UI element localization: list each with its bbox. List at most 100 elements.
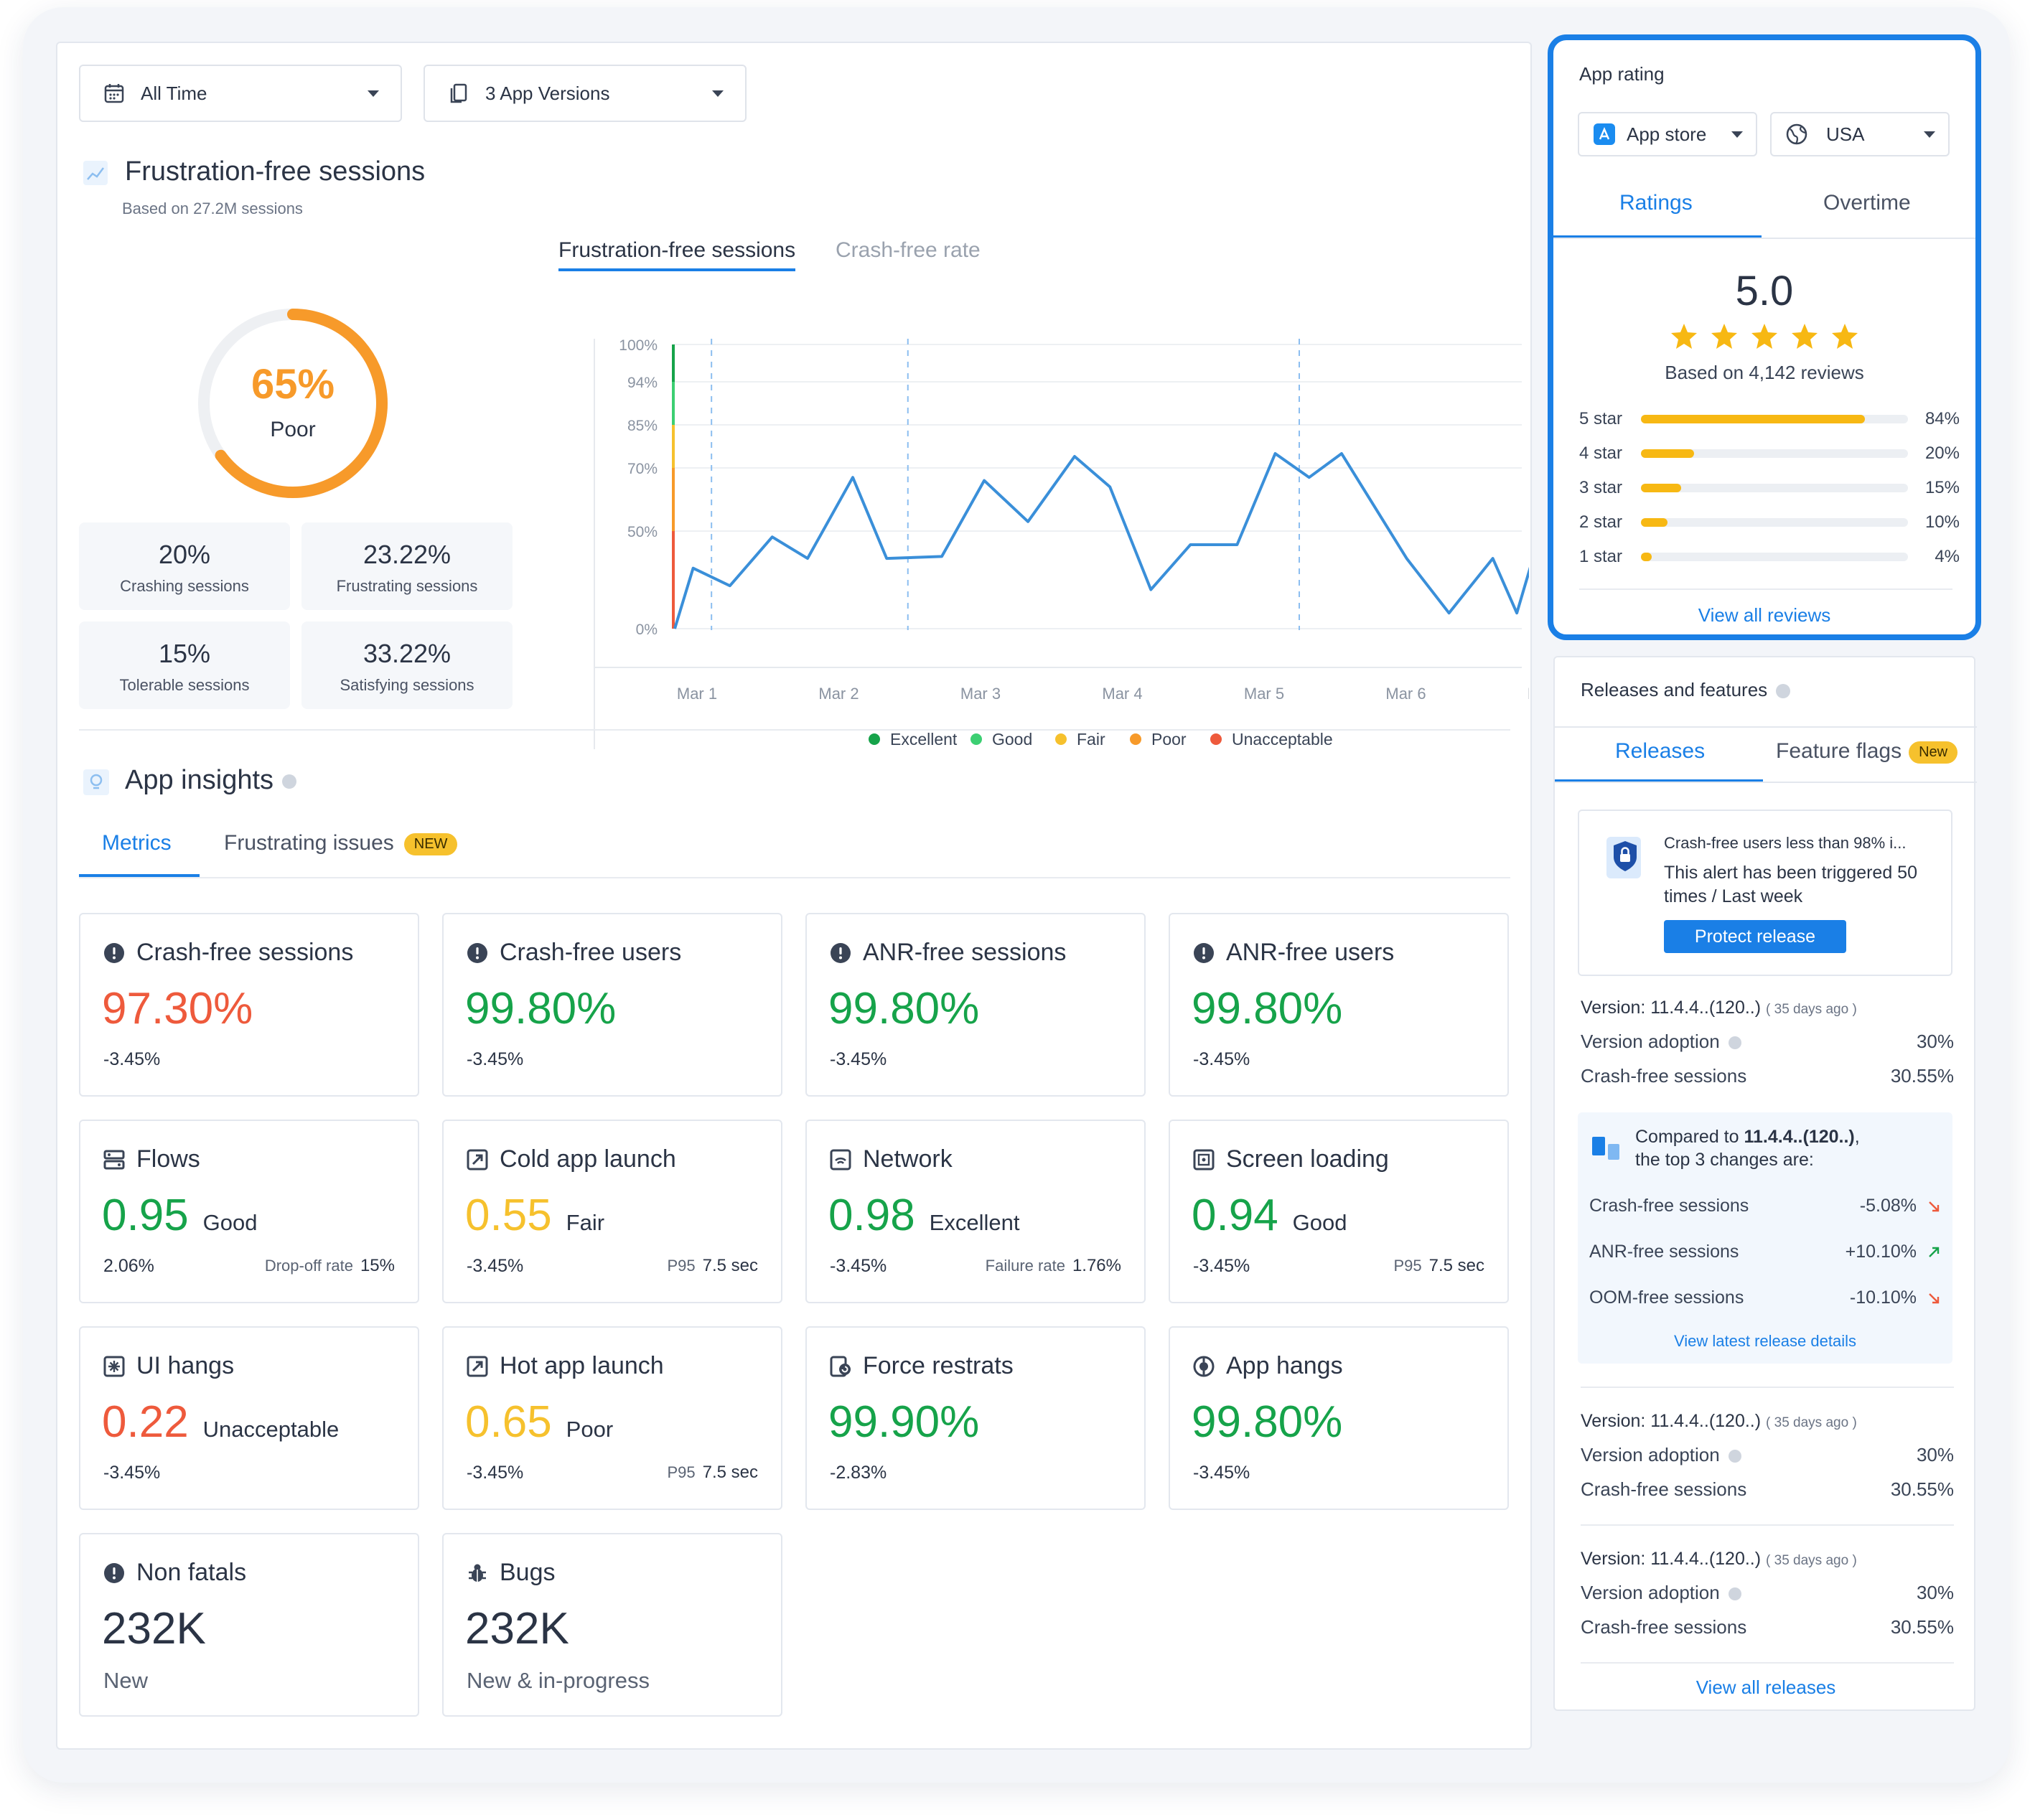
legend-label: Fair (1077, 730, 1105, 749)
metric-secondary-value: 15% (360, 1256, 395, 1275)
tab-releases[interactable]: Releases (1615, 739, 1706, 763)
time-range-dropdown[interactable]: All Time (79, 65, 402, 122)
metric-value: 0.22 (102, 1397, 189, 1447)
metric-secondary-label: Failure rate (985, 1257, 1065, 1275)
view-all-reviews-link[interactable]: View all reviews (1698, 604, 1831, 626)
rating-based-on: Based on 4,142 reviews (1665, 362, 1864, 383)
rating-row-label: 1 star (1579, 547, 1623, 566)
crash-free-label: Crash-free sessions (1581, 1478, 1747, 1500)
metric-title-text: Flows (136, 1145, 200, 1173)
metric-card-anr-free-users[interactable]: ANR-free users 99.80% -3.45% (1169, 913, 1509, 1097)
tile-label: Satisfying sessions (340, 676, 474, 694)
metric-value: 0.55 (465, 1191, 552, 1240)
app-rating-title: App rating (1579, 63, 1665, 85)
store-dropdown[interactable]: App store (1578, 112, 1757, 156)
tab-feature-flags[interactable]: Feature flags New (1776, 739, 1958, 764)
alert-icon (103, 942, 125, 964)
metric-title: App hangs (1193, 1352, 1343, 1380)
metric-title: Hot app launch (467, 1352, 664, 1380)
metric-secondary: Failure rate 1.76% (986, 1256, 1121, 1276)
new-badge: NEW (403, 832, 458, 855)
legend-swatch (869, 733, 880, 745)
adoption-label: Version adoption (1581, 1031, 1720, 1052)
metric-card-ui-hangs[interactable]: UI hangs 0.22 Unacceptable -3.45% (79, 1326, 419, 1510)
info-icon[interactable] (1728, 1450, 1741, 1463)
metric-card-flows[interactable]: Flows 0.95 Good 2.06% Drop-off rate 15% (79, 1120, 419, 1303)
metric-title: Cold app launch (467, 1145, 676, 1173)
metric-value-row: 99.80% (828, 983, 979, 1034)
info-icon[interactable] (1776, 684, 1791, 699)
metric-card-network[interactable]: Network 0.98 Excellent -3.45% Failure rate 1.… (805, 1120, 1146, 1303)
metric-secondary: P95 7.5 sec (667, 1463, 758, 1483)
metric-value: 99.80% (1192, 1397, 1343, 1447)
metric-card-app-hangs[interactable]: App hangs 99.80% -3.45% (1169, 1326, 1509, 1510)
metric-quality: Fair (566, 1210, 605, 1235)
y-tick-label: 50% (627, 524, 658, 540)
metric-card-crash-free-sessions[interactable]: Crash-free sessions 97.30% -3.45% (79, 913, 419, 1097)
compare-icon (1591, 1134, 1622, 1169)
rating-row-label: 2 star (1579, 512, 1623, 532)
tab-feature-flags-label: Feature flags (1776, 739, 1902, 763)
network-icon (830, 1149, 851, 1171)
app-versions-dropdown[interactable]: 3 App Versions (424, 65, 747, 122)
info-icon[interactable] (282, 774, 297, 789)
view-latest-release-link[interactable]: View latest release details (1674, 1332, 1856, 1350)
info-icon[interactable] (1728, 1587, 1741, 1601)
version-3-crash-free: Crash-free sessions 30.55% (1581, 1616, 1954, 1638)
view-all-releases-link[interactable]: View all releases (1695, 1676, 1836, 1698)
metric-card-non-fatals[interactable]: Non fatals 232K New (79, 1533, 419, 1717)
metric-delta: -3.45% (467, 1049, 524, 1069)
protect-release-button[interactable]: Protect release (1664, 920, 1846, 953)
compare-prefix: Compared to (1635, 1127, 1744, 1147)
compare-subheading: the top 3 changes are: (1635, 1150, 1814, 1170)
metric-secondary: P95 7.5 sec (667, 1256, 758, 1276)
metric-card-cold-app-launch[interactable]: Cold app launch 0.55 Fair -3.45% P95 7.5 sec (442, 1120, 782, 1303)
metric-card-force-restrats[interactable]: Force restrats 99.90% -2.83% (805, 1326, 1146, 1510)
tab-crash-free-rate[interactable]: Crash-free rate (836, 238, 981, 262)
metric-title: Network (830, 1145, 953, 1173)
metric-secondary: Drop-off rate 15% (265, 1256, 395, 1276)
metric-title-text: Crash-free sessions (136, 939, 354, 966)
tab-frustration-free-sessions[interactable]: Frustration-free sessions (558, 238, 796, 271)
metric-card-bugs[interactable]: Bugs 232K New & in-progress (442, 1533, 782, 1717)
star-icon (1751, 324, 1777, 349)
tab-metrics[interactable]: Metrics (102, 831, 172, 855)
version-label: Version: 11.4.4..(120..) (1581, 1411, 1762, 1431)
tab-ratings[interactable]: Ratings (1619, 191, 1693, 215)
metric-card-anr-free-sessions[interactable]: ANR-free sessions 99.80% -3.45% (805, 913, 1146, 1097)
tab-overtime[interactable]: Overtime (1823, 191, 1911, 215)
tile-value: 20% (158, 540, 211, 569)
app-hang-icon (1193, 1356, 1215, 1377)
launch-icon (467, 1149, 488, 1171)
rating-row-percent: 84% (1924, 409, 1960, 428)
metric-card-hot-app-launch[interactable]: Hot app launch 0.65 Poor -3.45% P95 7.5 sec (442, 1326, 782, 1510)
metric-value-row: 0.95 Good (102, 1190, 258, 1241)
metric-secondary-label: P95 (667, 1463, 696, 1481)
tab-releases-underline (1555, 779, 1763, 782)
metric-title-text: ANR-free sessions (863, 939, 1067, 966)
metric-card-crash-free-users[interactable]: Crash-free users 99.80% -3.45% (442, 913, 782, 1097)
info-icon[interactable] (1728, 1036, 1741, 1050)
arrow-down-right-icon (1929, 1293, 1940, 1303)
alert-icon (1193, 942, 1215, 964)
alert-icon (103, 1562, 125, 1584)
version-age: ( 35 days ago ) (1766, 1002, 1857, 1017)
metric-title: ANR-free users (1193, 939, 1394, 967)
tab-frustrating-issues[interactable]: Frustrating issues NEW (224, 831, 458, 855)
country-dropdown[interactable]: USA (1770, 112, 1950, 156)
hang-icon (103, 1356, 125, 1377)
rating-row-percent: 15% (1924, 478, 1960, 497)
metric-delta: 2.06% (103, 1256, 154, 1276)
rating-row-percent: 10% (1924, 512, 1960, 532)
metric-value-row: 99.80% (465, 983, 616, 1034)
alert-heading: Crash-free users less than 98% i... (1664, 834, 1907, 852)
legend-swatch (1130, 733, 1141, 745)
metric-delta: -3.45% (830, 1049, 887, 1069)
flows-icon (103, 1149, 125, 1171)
star-icon (1832, 324, 1858, 349)
rating-row-label: 5 star (1579, 409, 1623, 428)
metric-value-row: 0.65 Poor (465, 1397, 613, 1448)
version-label: Version: 11.4.4..(120..) (1581, 1549, 1762, 1569)
metric-card-screen-loading[interactable]: Screen loading 0.94 Good -3.45% P95 7.5 sec (1169, 1120, 1509, 1303)
metric-quality: Good (202, 1210, 258, 1235)
